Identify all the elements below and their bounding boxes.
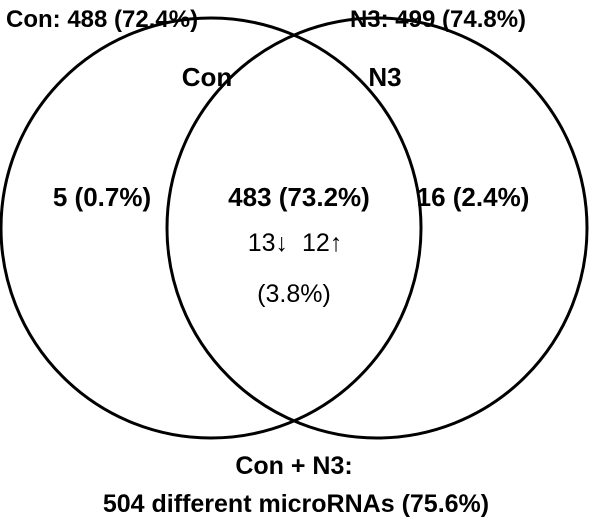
n3-total-label: N3: 499 (74.8%)	[350, 6, 526, 33]
n3-only-count: 16 (2.4%)	[417, 182, 530, 212]
n3-set-label: N3	[368, 62, 401, 92]
union-title: Con + N3:	[235, 452, 352, 480]
union-summary: 504 different microRNAs (75.6%)	[103, 490, 489, 518]
shared-count: 483 (73.2%)	[228, 182, 370, 212]
circle-n3	[165, 16, 589, 440]
circle-con	[0, 16, 423, 440]
con-set-label: Con	[182, 62, 233, 92]
shared-changed-percent: (3.8%)	[257, 280, 331, 308]
con-total-label: Con: 488 (72.4%)	[6, 6, 198, 33]
down-arrow-icon: ↓	[276, 229, 289, 257]
up-arrow-icon: ↑	[330, 229, 343, 257]
shared-regulation: 13↓ 12↑	[248, 229, 343, 257]
con-only-count: 5 (0.7%)	[53, 182, 151, 212]
down-regulated-count: 13	[248, 229, 276, 257]
up-regulated-count: 12	[302, 229, 330, 257]
